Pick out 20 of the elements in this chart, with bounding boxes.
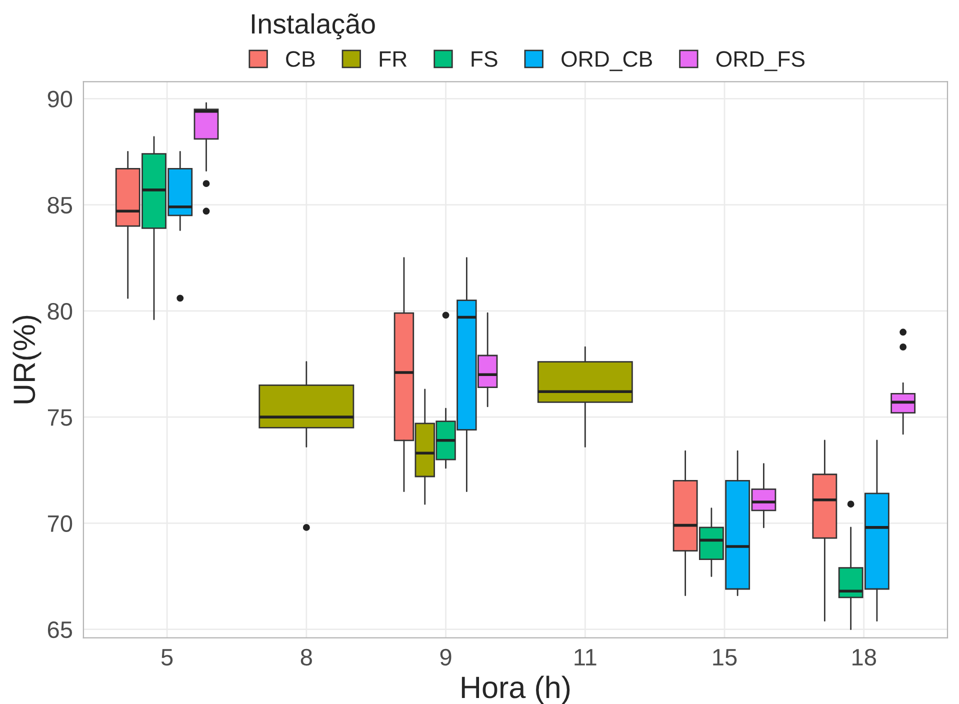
legend-label: ORD_CB bbox=[562, 51, 652, 72]
y-tick-label: 85 bbox=[48, 196, 72, 214]
legend-label: CB bbox=[286, 51, 315, 67]
legend-label: FR bbox=[380, 51, 407, 67]
legend-label: ORD_FS bbox=[716, 51, 804, 72]
x-tick-label: 5 bbox=[161, 649, 173, 666]
x-axis-title: Hora (h) bbox=[462, 676, 570, 704]
y-tick-label: 90 bbox=[48, 90, 72, 108]
x-tick-label: 15 bbox=[713, 649, 737, 666]
x-tick-label: 8 bbox=[300, 648, 312, 666]
x-tick-label: 9 bbox=[440, 648, 452, 666]
y-tick-label: 80 bbox=[48, 302, 72, 320]
x-tick-label: 11 bbox=[574, 649, 596, 666]
x-tick-label: 18 bbox=[852, 648, 876, 666]
legend-label: FS bbox=[472, 51, 498, 67]
y-axis-title: UR(%) bbox=[12, 316, 42, 404]
y-tick-label: 65 bbox=[48, 621, 72, 638]
legend-title: Instalação bbox=[252, 13, 375, 40]
y-tick-label: 70 bbox=[48, 515, 72, 532]
y-tick-label: 75 bbox=[48, 409, 72, 426]
